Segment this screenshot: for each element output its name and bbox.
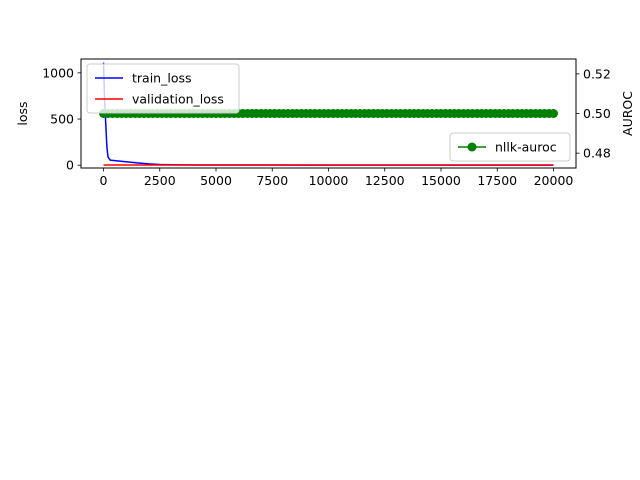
right-y-tick-label: 0.52 (583, 66, 611, 81)
left-y-axis-label: loss (15, 101, 30, 125)
left-y-tick-label: 1000 (42, 65, 74, 80)
x-tick-label: 20000 (534, 173, 574, 188)
legend-label: validation_loss (132, 92, 224, 107)
legend-box (449, 132, 571, 162)
x-tick-label: 2500 (144, 173, 176, 188)
series-point-nllk-auroc (549, 109, 558, 118)
right-y-axis: 0.48 0.50 0.52 (576, 66, 611, 161)
legend-label: nllk-auroc (495, 140, 557, 155)
series-layer (99, 62, 558, 166)
left-y-axis: 0 500 1000 (42, 65, 81, 173)
x-tick-label: 12500 (365, 173, 405, 188)
left-y-tick-label: 500 (50, 112, 74, 127)
x-axis: 0 2500 5000 7500 10000 12500 15000 17500 20000 (100, 168, 574, 188)
legend-right: nllk-auroc (449, 132, 571, 162)
right-y-tick-label: 0.50 (583, 106, 611, 121)
x-tick-label: 17500 (477, 173, 517, 188)
left-y-tick-label: 0 (66, 158, 74, 173)
x-tick-label: 7500 (256, 173, 288, 188)
x-tick-label: 15000 (421, 173, 461, 188)
x-tick-label: 0 (100, 173, 108, 188)
legend-box (86, 63, 240, 114)
x-tick-label: 10000 (309, 173, 349, 188)
right-y-axis-label: AUROC (620, 91, 635, 136)
legend-left: train_loss validation_loss (86, 63, 240, 114)
legend-label: train_loss (132, 71, 192, 86)
legend-marker (467, 142, 477, 152)
right-y-tick-label: 0.48 (583, 146, 611, 161)
x-tick-label: 5000 (200, 173, 232, 188)
